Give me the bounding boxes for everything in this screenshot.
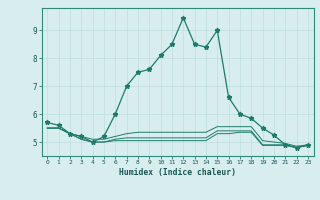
X-axis label: Humidex (Indice chaleur): Humidex (Indice chaleur) <box>119 168 236 177</box>
